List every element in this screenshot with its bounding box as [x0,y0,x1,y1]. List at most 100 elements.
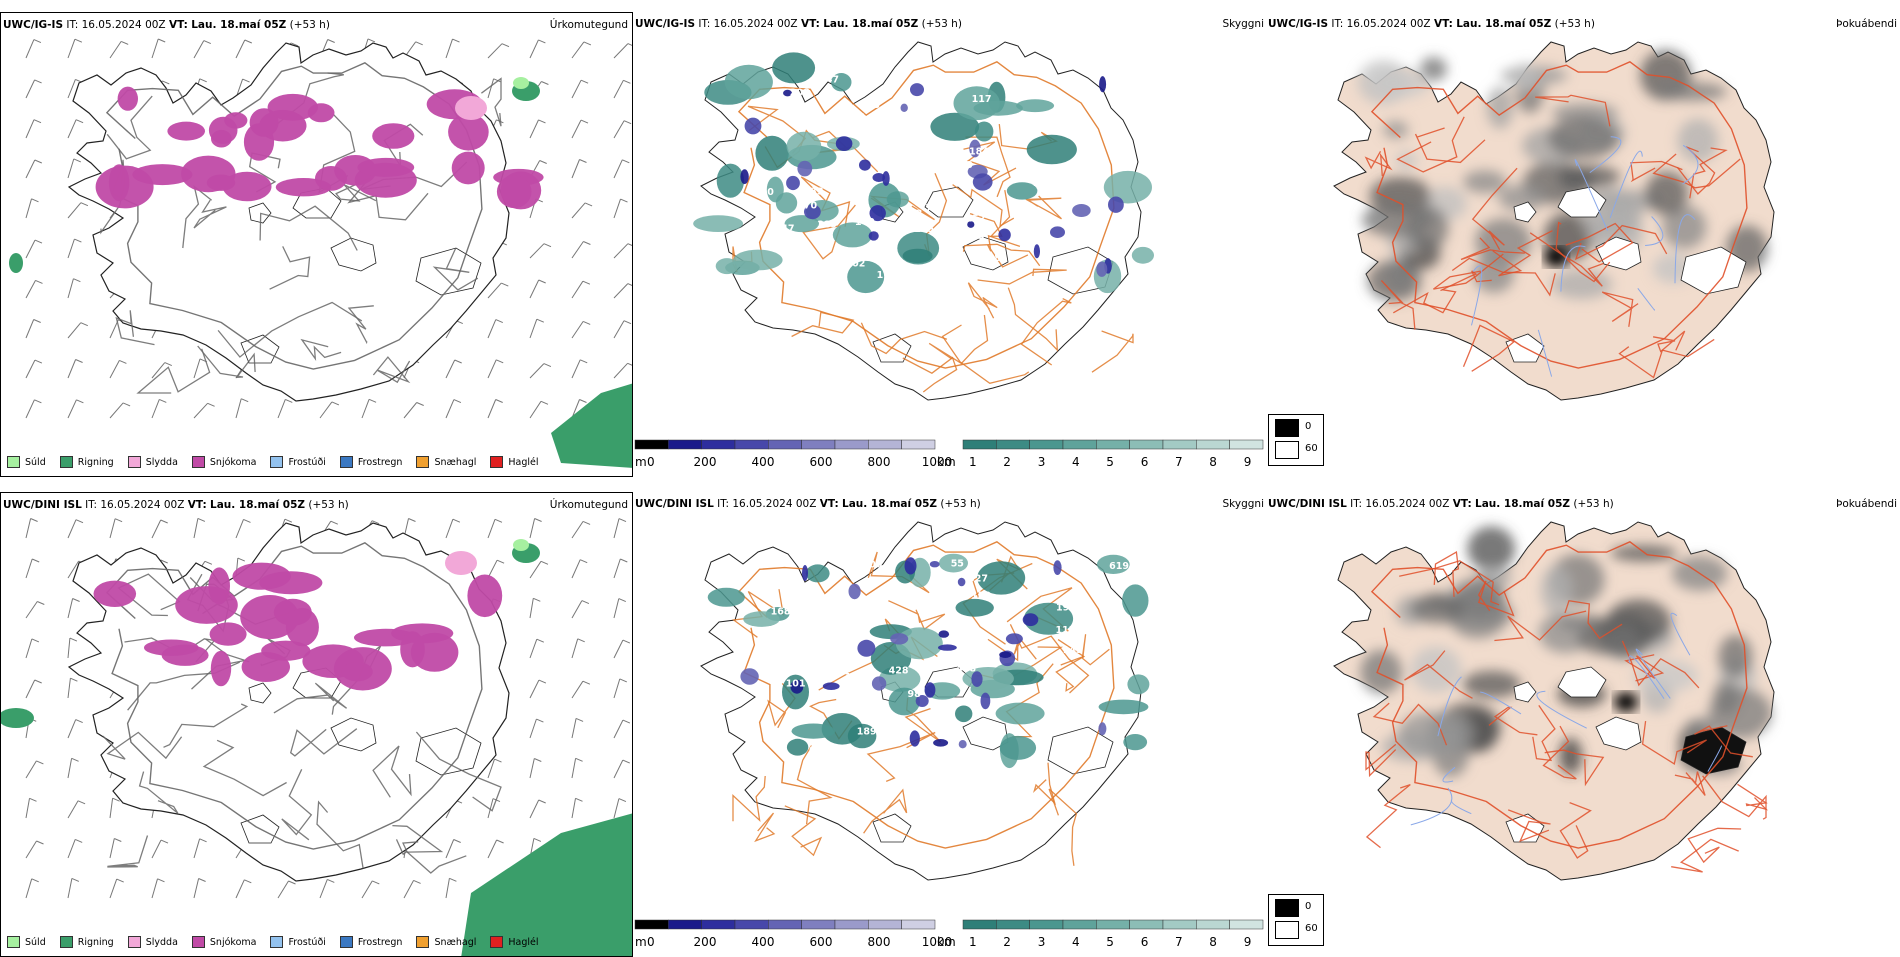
panel-header: UWC/DINI ISL IT: 16.05.2024 00Z VT: Lau.… [635,498,981,510]
cloud-base-label: 128 [1080,692,1100,703]
legend-swatch [7,456,20,468]
height-colorbar-cell [634,439,669,450]
visibility-colorbar-cell [1162,919,1197,930]
wind-barb [487,798,494,819]
wind-barb [361,399,370,419]
vt-value: Lau. 18.maí 05Z [1456,18,1552,30]
wind-barb [319,879,328,899]
vt-label: VT: [819,498,839,510]
wind-barb [445,839,455,859]
precip-rain-area [551,383,632,468]
wind-barb [109,838,115,859]
wind-barb [529,119,539,139]
vt-value: Lau. 18.maí 05Z [1475,498,1571,510]
wind-barb [571,600,583,619]
wind-barb [25,638,33,659]
ptype-legend-item: Snjókoma [191,936,256,948]
wind-barb [571,798,576,819]
ptype-legend-item: Slydda [127,456,178,468]
wind-barb [613,43,629,59]
cloud-base-label: 117 [972,94,992,105]
it-label: IT: [698,18,711,30]
legend-swatch [191,456,205,468]
panel-header: UWC/DINI ISL IT: 16.05.2024 00Z VT: Lau.… [1268,498,1614,510]
panel-title: Úrkomutegund [549,19,628,31]
height-colorbar-cell [701,919,736,930]
wind-barb [613,320,625,339]
height-tick: 0 [647,455,655,469]
iceland-coastline [700,41,1142,401]
legend-swatch [191,936,205,948]
cloud-base-label: 389 [817,220,837,231]
legend-swatch [490,456,504,468]
wind-barb [151,878,158,899]
wind-barb [67,878,73,899]
it-value: 16.05.2024 00Z [100,499,185,511]
precip-snow-area [93,551,503,691]
ptype-legend: Súld Rigning Slydda Snjókoma Frostúði Frostre… [7,456,539,468]
cloud-base-label: 152 [966,214,986,225]
colorbar-strip: m02004006008001000km12345678910 [633,918,1266,957]
wind-barb [529,279,540,299]
road-network [731,540,1115,866]
visibility-tick: 9 [1244,935,1252,949]
legend-swatch [127,456,141,468]
ptype-legend-item: Haglél [490,936,539,948]
lead-time: (+53 h) [921,18,962,30]
visibility-colorbar-cell [1029,439,1064,450]
cloud-base-label: 143 [1063,645,1083,656]
panel-title: Úrkomutegund [549,499,628,511]
legend-swatch [339,936,353,948]
cloud-base-label: 55 [951,558,964,569]
visibility-tick: 1 [969,455,977,469]
wind-barb [571,521,584,539]
wind-barb [571,399,580,419]
wind-barb [361,880,373,899]
wind-barb [571,79,582,99]
cloud-base-label: 58 [988,253,1002,264]
glacier-outline [1557,186,1607,218]
wind-barb [25,239,36,259]
it-value: 16.05.2024 00Z [1365,498,1450,510]
wind-barb [571,119,582,139]
cloud-base-label: 428 [889,666,909,677]
wind-barb [487,559,498,579]
visibility-colorbar-cell [962,919,997,930]
cloud-base-label: 189 [857,726,877,737]
wind-barb [571,718,577,739]
visibility-tick: 4 [1072,455,1080,469]
cloud-base-area [740,76,1124,277]
low-visibility-area [693,52,1154,294]
wind-barb [25,878,33,899]
visibility-colorbar-cell [1062,919,1097,930]
wind-barb [613,362,628,379]
wind-barb [25,198,32,219]
wind-barb [529,561,542,579]
ptype-legend-item: Súld [7,456,46,468]
wind-barb [403,402,418,419]
wind-barb [571,359,581,379]
wind-barb [109,878,118,899]
legend-swatch [270,936,284,948]
visibility-colorbar-cell [1196,439,1230,450]
wind-barb [193,358,201,379]
wind-barb [571,41,585,59]
cloud-base-label: 112 [1056,625,1076,636]
glacier-outline [1595,236,1642,271]
precip-type-panel: Súld Rigning Slydda Snjókoma Frostúði Frostre… [0,12,633,477]
wind-barb [487,519,496,539]
visibility-colorbar-cell [1029,919,1064,930]
cloud-base-label: 140 [855,217,875,228]
visibility-tick: 9 [1244,455,1252,469]
height-tick: 0 [647,935,655,949]
vt-value: Lau. 18.maí 05Z [210,499,306,511]
legend-swatch [416,936,430,948]
wind-barb [25,558,33,579]
wind-barb [67,560,80,579]
ptype-legend-item: Haglél [490,456,539,468]
legend-label: Súld [25,936,46,948]
wind-barb [25,280,36,299]
cloud-base-label: 185 [914,224,934,235]
wind-barb [445,878,450,899]
fog-legend-label: 0 [1305,421,1312,432]
